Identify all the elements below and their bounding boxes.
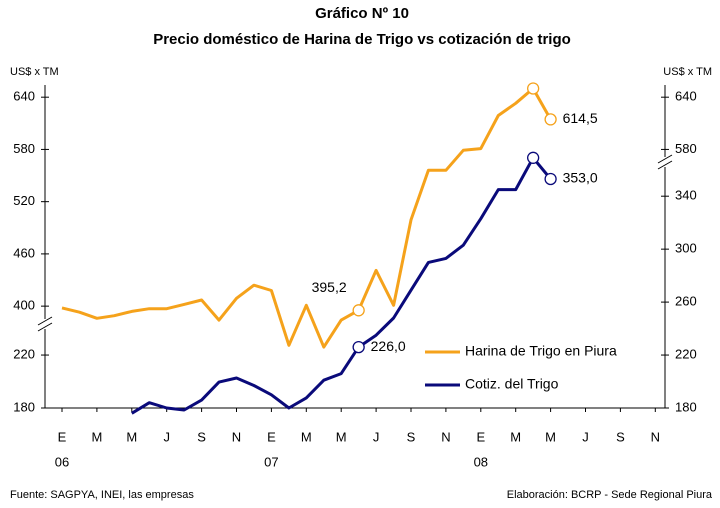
series-line	[61, 87, 552, 349]
x-tick-label: M	[510, 429, 521, 444]
x-tick-label: E	[476, 429, 485, 444]
x-tick-label: J	[582, 429, 589, 444]
axis-break	[37, 316, 53, 326]
y-tick-label: 220	[13, 346, 35, 361]
axes	[37, 85, 673, 409]
axis-break	[37, 322, 53, 332]
x-tick-label: M	[545, 429, 556, 444]
y-tick-label: 460	[13, 245, 35, 260]
data-label: 614,5	[563, 110, 598, 126]
x-tick-label: N	[651, 429, 660, 444]
y-tick-label: 640	[13, 89, 35, 104]
y2-axis-label: US$ x TM	[663, 66, 712, 78]
y-tick-label: 180	[13, 399, 35, 414]
year-label: 08	[474, 454, 488, 469]
x-tick-label: J	[163, 429, 170, 444]
axis-break	[657, 154, 673, 164]
x-tick-label: S	[407, 429, 416, 444]
x-tick-label: J	[373, 429, 380, 444]
marker	[527, 151, 540, 164]
axis-break	[657, 160, 673, 170]
x-tick-label: S	[616, 429, 625, 444]
y-axis-label: US$ x TM	[10, 66, 59, 78]
chart-title: Gráfico Nº 10	[315, 5, 409, 22]
y-tick-label: 580	[675, 141, 697, 156]
y-tick-label: 300	[675, 241, 697, 256]
marker	[527, 82, 540, 95]
axis-break-gap	[40, 319, 50, 329]
chart-subtitle: Precio doméstico de Harina de Trigo vs c…	[153, 31, 571, 48]
marker	[544, 172, 557, 186]
credit: Elaboración: BCRP - Sede Regional Piura	[507, 489, 713, 501]
y-tick-label: 340	[675, 188, 697, 203]
y-tick-label: 640	[675, 89, 697, 104]
marker	[352, 340, 365, 354]
marker	[544, 113, 557, 126]
x-tick-label: E	[58, 429, 67, 444]
x-tick-label: N	[232, 429, 241, 444]
source: Fuente: SAGPYA, INEI, las empresas	[10, 489, 194, 501]
legend-label: Cotiz. del Trigo	[465, 376, 559, 392]
x-tick-label: M	[336, 429, 347, 444]
year-label: 07	[264, 454, 278, 469]
y-tick-label: 220	[675, 346, 697, 361]
data-label: 226,0	[371, 338, 406, 354]
y-tick-label: 520	[13, 193, 35, 208]
x-tick-label: M	[91, 429, 102, 444]
x-tick-label: S	[197, 429, 206, 444]
x-tick-label: N	[441, 429, 450, 444]
marker	[352, 304, 365, 317]
data-label: 353,0	[563, 170, 598, 186]
series-line	[131, 156, 552, 415]
x-tick-label: M	[126, 429, 137, 444]
x-tick-label: M	[301, 429, 312, 444]
data-label: 395,2	[312, 279, 347, 295]
x-tick-label: E	[267, 429, 276, 444]
y-tick-label: 260	[675, 294, 697, 309]
y-tick-label: 580	[13, 141, 35, 156]
y-tick-label: 400	[13, 298, 35, 313]
axis-break-gap	[660, 157, 670, 167]
y-tick-label: 180	[675, 399, 697, 414]
legend-label: Harina de Trigo en Piura	[465, 343, 617, 359]
year-label: 06	[55, 454, 69, 469]
